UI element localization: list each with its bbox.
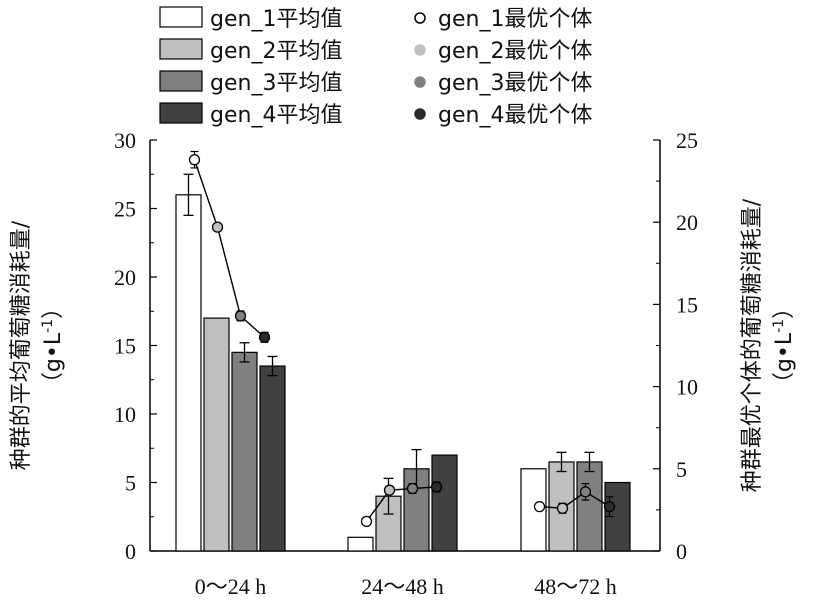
right-tick-label: 10: [676, 375, 698, 400]
bar-3-1: [231, 351, 258, 552]
best-line-2: [365, 486, 437, 522]
legend-best-label-3: gen_3最优个体: [438, 71, 592, 96]
right-tick-label: 20: [676, 210, 698, 235]
legend-best-label-1: gen_1最优个体: [438, 7, 592, 32]
best-point-1-2: [360, 515, 373, 528]
left-tick-label: 5: [125, 471, 136, 496]
bar-1-1: [175, 194, 202, 552]
best-point-1-3: [533, 500, 546, 513]
legend-marker-2: [414, 44, 426, 56]
best-point-3-1: [234, 310, 247, 322]
legend-marker-3: [414, 76, 426, 88]
legend-label-3: gen_3平均值: [210, 71, 342, 96]
right-axis-title-unit-sup: -1: [771, 319, 787, 333]
right-axis-title-unit-end: ）: [772, 297, 797, 319]
best-point-3-2: [406, 482, 419, 495]
best-point-4-2: [430, 481, 443, 493]
right-tick-label: 5: [676, 457, 687, 482]
legend-label-2: gen_2平均值: [210, 39, 342, 64]
bar-4-2: [431, 454, 458, 552]
left-axis-title-unit-end: ）: [41, 297, 66, 319]
left-tick-label: 20: [114, 265, 136, 290]
legend-best-label-2: gen_2最优个体: [438, 39, 592, 64]
left-tick-label: 25: [114, 197, 136, 222]
left-tick-label: 30: [114, 128, 136, 153]
bar-4-1: [259, 365, 286, 552]
bar-3-3: [576, 461, 603, 552]
right-axis-title-unit: （g•L: [772, 332, 797, 394]
bar-3-2: [403, 468, 430, 552]
best-point-2-3: [556, 502, 569, 514]
best-point-4-3: [603, 500, 616, 513]
legend-label-1: gen_1平均值: [210, 7, 342, 32]
legend-swatch-2: [159, 38, 203, 60]
left-tick-label: 10: [114, 402, 136, 427]
category-label: 48～72 h: [534, 574, 617, 599]
right-tick-label: 15: [676, 292, 698, 317]
best-point-2-2: [383, 484, 396, 496]
best-point-1-1: [188, 154, 201, 166]
legend-marker-4: [414, 108, 426, 120]
category-label: 0～24 h: [195, 574, 267, 599]
right-tick-label: 0: [676, 539, 687, 564]
left-tick-label: 0: [125, 539, 136, 564]
best-point-3-3: [579, 486, 592, 498]
legend-best-label-4: gen_4最优个体: [438, 103, 592, 128]
best-line-1: [193, 159, 265, 338]
best-line-3: [539, 490, 610, 509]
category-label: 24～48 h: [361, 574, 444, 599]
legend-marker-1: [414, 12, 426, 24]
right-axis-title-line1: 种群最优个体的葡萄糖消耗量/: [740, 198, 765, 492]
left-axis-title-unit: （g•L: [41, 332, 66, 394]
bar-2-1: [203, 317, 230, 552]
legend-swatch-1: [159, 6, 203, 28]
right-tick-label: 25: [676, 128, 698, 153]
left-tick-label: 15: [114, 334, 136, 359]
left-axis-title-line2: （g•L-1）: [40, 297, 66, 394]
left-axis-title-unit-sup: -1: [40, 319, 56, 333]
right-axis-title-line2: （g•L-1）: [771, 297, 797, 394]
legend-swatch-4: [159, 102, 203, 124]
best-point-4-1: [258, 331, 271, 343]
legend-swatch-3: [159, 70, 203, 92]
left-axis-title-line1: 种群的平均葡萄糖消耗量/: [9, 220, 34, 470]
legend-label-4: gen_4平均值: [210, 103, 342, 128]
best-point-2-1: [211, 221, 224, 233]
bar-1-2: [347, 536, 374, 552]
